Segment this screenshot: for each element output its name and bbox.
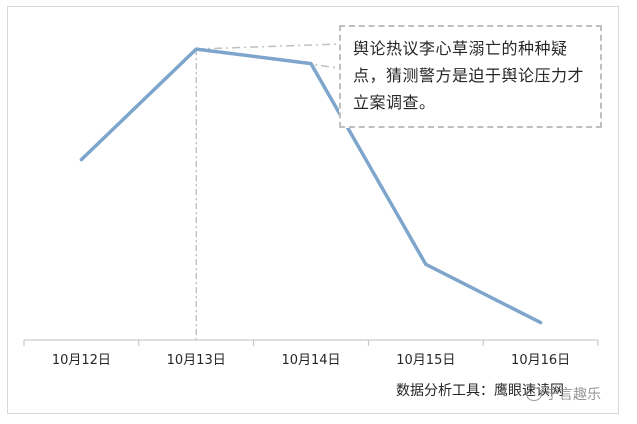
source-note: 数据分析工具：鹰眼速读网 [396, 383, 564, 399]
x-tick-label: 10月13日 [167, 353, 226, 368]
watermark-text: 宁言趣乐 [545, 387, 601, 403]
chart-frame [7, 6, 619, 414]
watermark: 宁言趣乐 [526, 384, 601, 404]
annotation-connector-line [196, 43, 340, 50]
x-tick-label: 10月16日 [511, 353, 570, 368]
watermark-logo-icon [526, 387, 542, 401]
x-tick-label: 10月14日 [281, 353, 340, 368]
x-tick-label: 10月15日 [396, 353, 455, 368]
annotation-callout: 舆论热议李心草溺亡的种种疑点，猜测警方是迫于舆论压力才立案调查。 [339, 25, 602, 128]
x-tick-label: 10月12日 [52, 353, 111, 368]
series-line [79, 47, 543, 325]
annotation-text: 舆论热议李心草溺亡的种种疑点，猜测警方是迫于舆论压力才立案调查。 [353, 39, 585, 112]
